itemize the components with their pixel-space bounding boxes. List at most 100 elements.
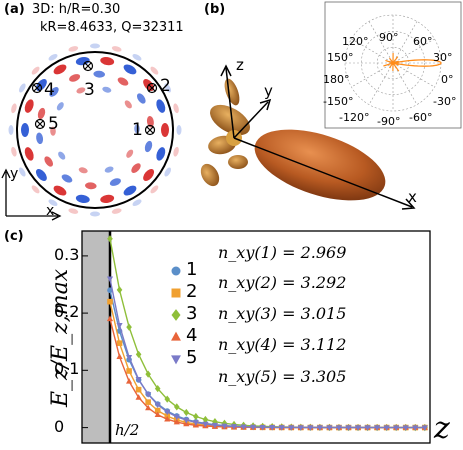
x-axis-label: z	[434, 411, 450, 446]
nxy-line-3: n_xy(3) = 3.015	[218, 304, 347, 323]
panel-a-axis-y: y	[10, 166, 19, 182]
field-lobe	[123, 64, 137, 75]
field-halo-lobe	[48, 53, 58, 61]
panel-b-label: (b)	[204, 2, 226, 17]
data-point	[164, 395, 171, 403]
data-point	[345, 425, 352, 431]
marker-2	[146, 82, 158, 94]
polar-tick-label: -90°	[377, 115, 401, 128]
data-point	[278, 425, 285, 431]
plot-frame	[81, 230, 431, 444]
legend-marker-1	[171, 266, 181, 276]
panel-a-line1: 3D: h/R=0.30	[32, 2, 121, 17]
y-tick-label: 0	[54, 416, 65, 436]
panel-b-radiation-pattern	[200, 1, 462, 210]
field-lobe	[75, 194, 90, 204]
panel-b-axis-x: x	[408, 188, 417, 206]
panel-b-axis-z: z	[236, 56, 244, 74]
nxy-line-1: n_xy(1) = 2.969	[218, 243, 347, 262]
data-point	[421, 425, 428, 431]
field-lobe	[93, 70, 105, 78]
legend-markers	[171, 266, 181, 365]
polar-tick-label: -30°	[433, 95, 457, 108]
field-lobe	[85, 182, 97, 190]
nxy-line-2: n_xy(2) = 3.292	[218, 273, 347, 292]
field-lobe	[24, 147, 34, 161]
field-lobe	[117, 77, 129, 86]
xyz-axes	[220, 64, 416, 210]
panel-a-line2: kR=8.4633, Q=32311	[40, 20, 184, 35]
data-point	[402, 425, 409, 431]
data-point	[106, 276, 114, 283]
data-point	[116, 286, 123, 294]
data-point	[145, 370, 151, 378]
legend-marker-5	[171, 355, 181, 365]
polar-tick-label: 30°	[433, 51, 453, 64]
field-halo-lobe	[176, 125, 182, 135]
legend-label-4: 4	[186, 325, 198, 346]
data-point	[412, 425, 419, 431]
field-lobe	[24, 99, 34, 113]
panel-a-field-plot	[0, 0, 190, 225]
data-point	[126, 323, 132, 331]
field-halo-lobe	[18, 167, 26, 177]
data-point	[374, 425, 381, 431]
polar-side-lobe	[392, 56, 399, 64]
data-point	[202, 415, 209, 424]
legend-marker-3	[171, 309, 181, 321]
field-lobe	[78, 167, 88, 174]
data-point	[250, 424, 257, 431]
series-line-3	[109, 238, 425, 429]
data-point	[183, 417, 190, 424]
data-point	[393, 425, 400, 431]
data-point	[116, 353, 123, 359]
data-point	[145, 392, 152, 398]
y-tick-label: 0.1	[54, 359, 80, 379]
legend-label-1: 1	[186, 259, 198, 280]
panel-a-axis-x: x	[46, 203, 55, 219]
field-lobe	[123, 185, 137, 196]
marker-label-4: 4	[44, 80, 55, 100]
marker-label-2: 2	[160, 76, 171, 96]
y-tick-label: 0.3	[54, 244, 80, 264]
xy-axes	[1, 168, 62, 221]
field-halo-lobe	[90, 43, 100, 49]
data-point	[230, 424, 238, 430]
field-halo-lobe	[132, 53, 142, 61]
data-point	[192, 420, 199, 426]
polar-tick-label: 60°	[413, 35, 433, 48]
panel-c-label: (c)	[4, 229, 24, 244]
field-lobe	[37, 107, 46, 120]
field-lobe	[36, 132, 44, 145]
data-point	[354, 425, 362, 431]
marker-3	[82, 60, 94, 72]
data-point	[240, 424, 247, 431]
data-point	[202, 421, 209, 428]
panel-c: (c) E_z/E_z,max z h/2 n_xy(1) = 2.969 n_…	[0, 225, 463, 450]
field-lobe	[136, 93, 146, 104]
field-lobe	[21, 123, 29, 137]
disk-boundary	[16, 51, 174, 209]
field-lobe	[58, 151, 66, 160]
field-halo-lobe	[164, 167, 172, 177]
field-halo-lobe	[173, 146, 179, 157]
data-point	[221, 419, 228, 427]
field-lobe	[146, 115, 154, 128]
field-halo-lobe	[31, 185, 40, 194]
data-point	[126, 368, 132, 374]
polar-tick-label: 90°	[379, 31, 399, 44]
polar-tick-label: 150°	[327, 51, 354, 64]
field-halo-lobe	[11, 103, 17, 114]
field-lobe	[100, 194, 115, 204]
data-point	[221, 423, 228, 430]
polar-side-lobe	[385, 59, 394, 64]
polar-main-lobe	[394, 59, 442, 67]
field-lobe	[76, 87, 86, 94]
field-lobe	[53, 64, 67, 75]
data-point	[326, 425, 333, 431]
data-point	[307, 425, 314, 431]
field-lobe	[161, 123, 169, 137]
data-point	[154, 407, 161, 414]
field-lobe	[50, 126, 56, 136]
panel-a: (a) 3D: h/R=0.30 kR=8.4633, Q=32311 1 2 …	[0, 0, 190, 225]
